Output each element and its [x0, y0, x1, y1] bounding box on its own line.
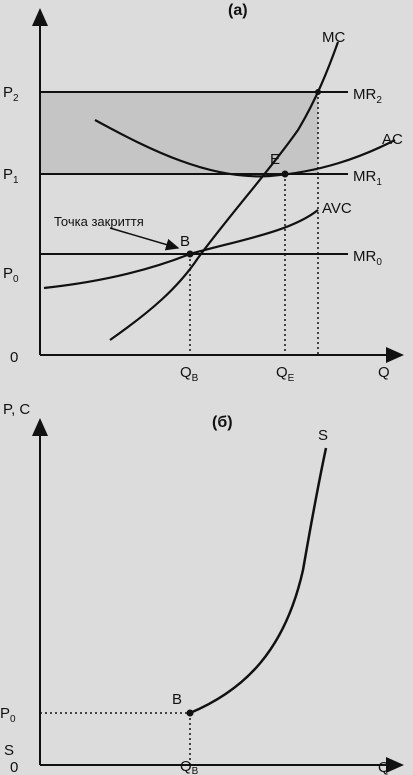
supply-label: S — [318, 427, 328, 444]
mr1-label: MR1 — [353, 168, 382, 188]
b-s-left-label: S — [4, 742, 14, 759]
a-origin-label: 0 — [10, 349, 18, 366]
supply-curve — [189, 447, 328, 715]
b-x-axis-label: Q — [378, 759, 390, 775]
b-point-b — [186, 709, 194, 717]
shutdown-label: Точка закриття — [54, 214, 144, 229]
p0-label: P0 — [3, 265, 19, 285]
point-b — [186, 250, 194, 258]
b-y-axis-label: P, C — [3, 401, 30, 418]
point-e — [281, 170, 289, 178]
point-b-label: B — [180, 233, 190, 250]
p1-label: P1 — [3, 166, 19, 186]
mr0-label: MR0 — [353, 248, 382, 268]
shutdown-arrow — [109, 227, 180, 251]
mc-curve — [109, 41, 340, 341]
mc-label: MC — [322, 29, 345, 46]
mr2-label: MR2 — [353, 86, 382, 106]
point-e-label: E — [270, 151, 280, 168]
panel-b-tag: (б) — [212, 414, 233, 431]
b-point-b-label: B — [172, 691, 182, 708]
qb-label: QB — [180, 364, 199, 384]
p2-label: P2 — [3, 84, 19, 104]
b-origin-label: 0 — [10, 759, 18, 775]
panel-a-tag: (а) — [228, 2, 248, 19]
b-p0-label: P0 — [0, 705, 16, 725]
a-x-axis-label: Q — [378, 364, 390, 381]
ac-label: AC — [382, 131, 403, 148]
point-mr2 — [315, 89, 321, 95]
avc-label: AVC — [322, 200, 352, 217]
qe-label: QE — [276, 364, 295, 384]
ac-curve — [94, 119, 396, 178]
b-qb-label: QB — [180, 758, 199, 775]
